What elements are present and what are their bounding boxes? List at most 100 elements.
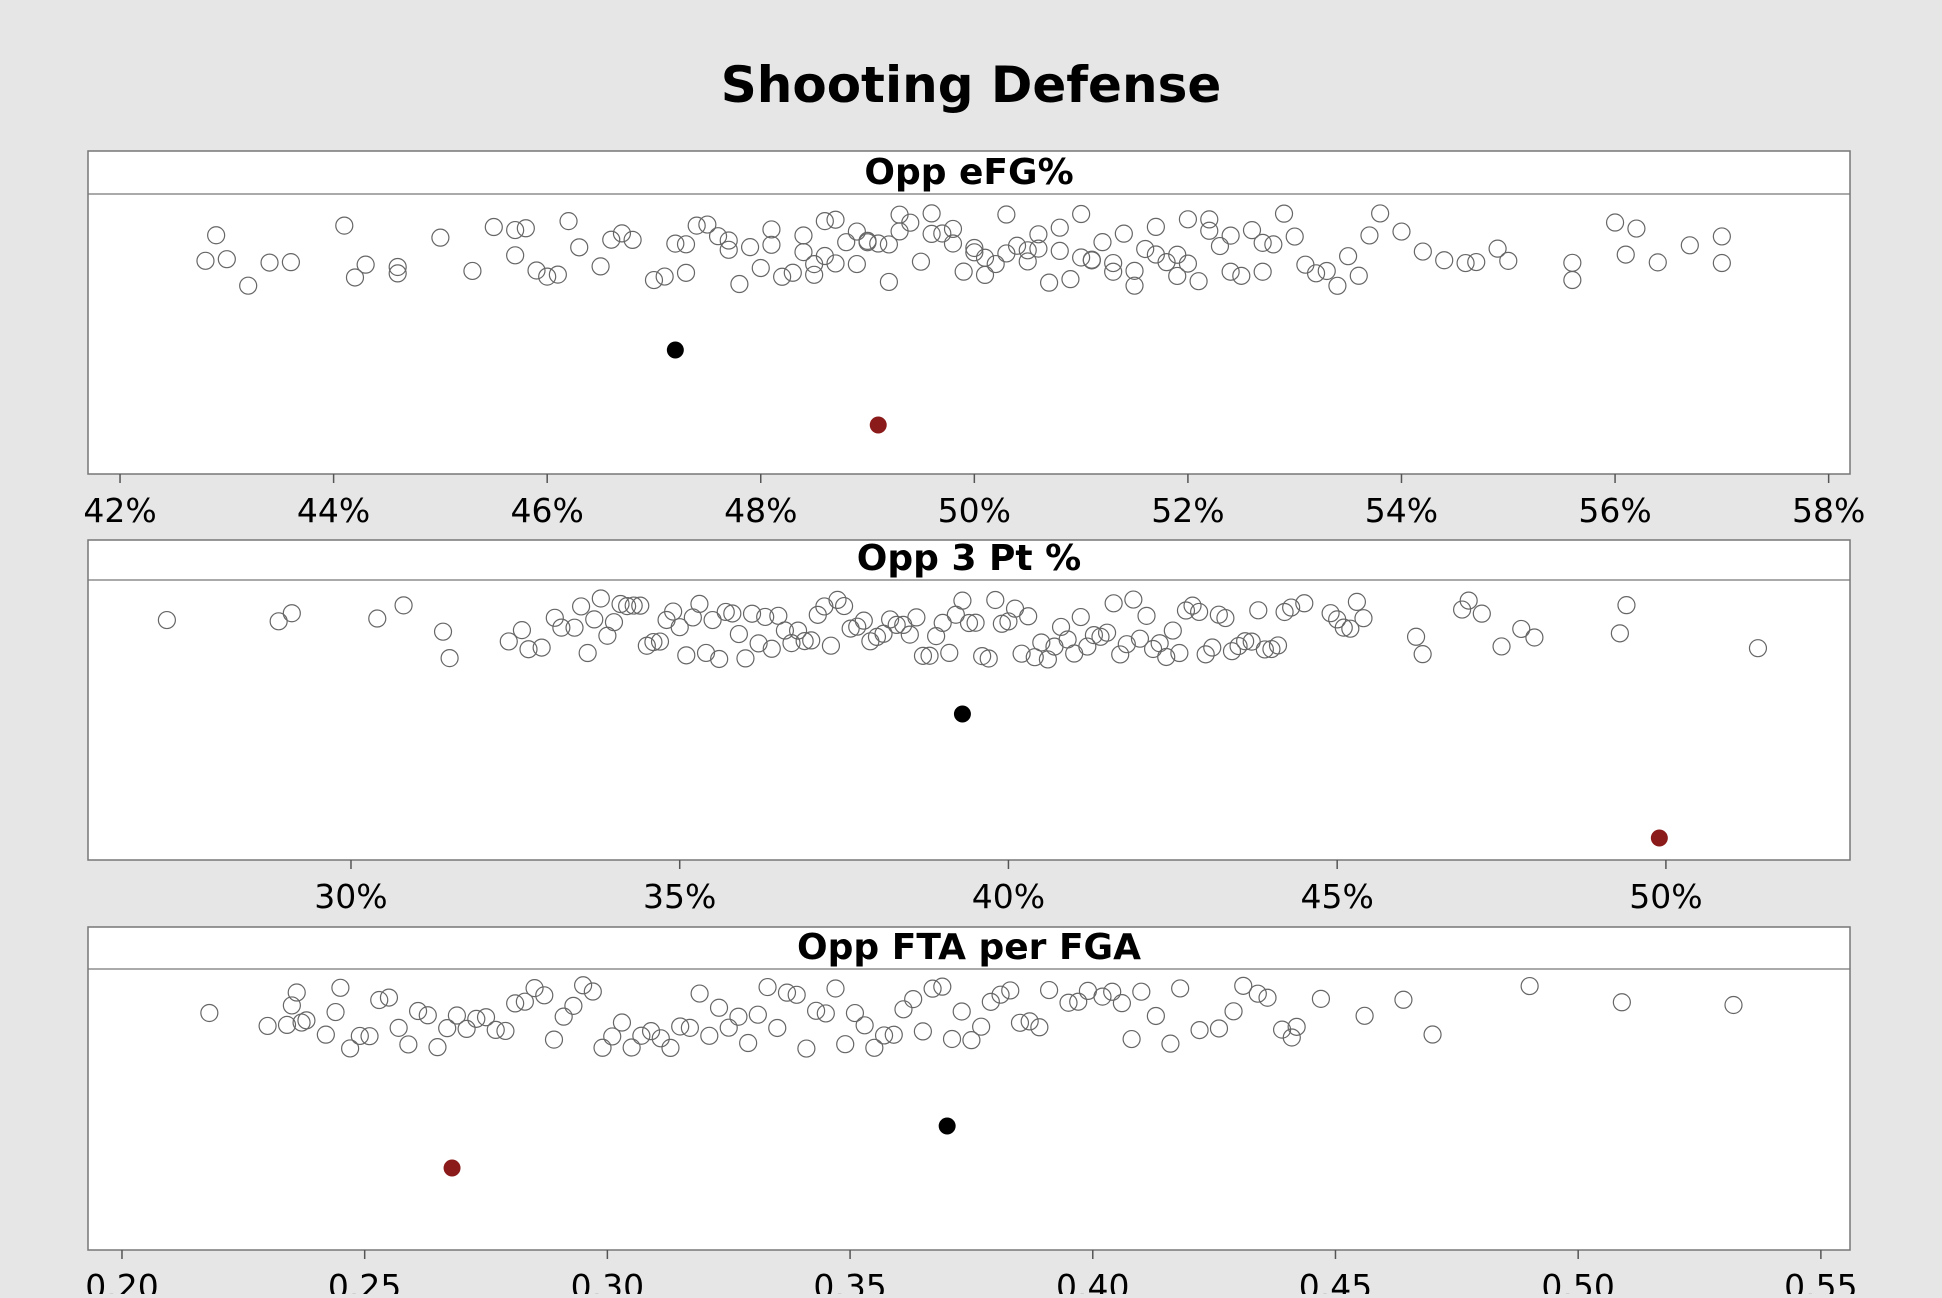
data-point <box>1114 224 1133 243</box>
x-tick-label: 56% <box>1578 491 1651 530</box>
data-point <box>677 646 696 665</box>
data-point <box>282 604 301 623</box>
data-point <box>1224 1002 1243 1021</box>
data-point <box>1183 596 1202 615</box>
data-point <box>544 1030 564 1049</box>
data-point <box>1146 245 1165 264</box>
data-point <box>602 230 621 249</box>
data-point <box>671 1017 690 1036</box>
data-point <box>907 608 926 627</box>
data-point <box>664 602 683 621</box>
data-point <box>1203 638 1222 657</box>
data-point <box>676 235 696 254</box>
data-point <box>887 615 906 634</box>
data-point <box>670 618 689 637</box>
data-point <box>922 204 941 223</box>
data-point <box>1413 645 1432 664</box>
data-point <box>1275 602 1294 622</box>
data-point <box>1306 264 1326 283</box>
data-point <box>1018 241 1037 260</box>
data-point <box>762 639 781 658</box>
data-point <box>1163 621 1182 640</box>
data-point <box>1255 640 1274 659</box>
data-point <box>1103 982 1122 1001</box>
data-point <box>975 248 995 267</box>
data-point <box>1020 1012 1039 1031</box>
data-point <box>1287 1017 1306 1036</box>
data-point <box>723 604 742 623</box>
data-point <box>911 252 931 271</box>
data-point <box>1334 618 1353 637</box>
data-point <box>356 255 375 274</box>
data-point <box>1520 976 1539 996</box>
data-point <box>719 231 738 250</box>
data-point <box>920 646 939 665</box>
data-point <box>965 238 984 258</box>
data-point <box>1222 642 1242 661</box>
data-point <box>345 268 365 287</box>
data-point <box>710 649 729 669</box>
data-point <box>952 1002 971 1021</box>
data-point <box>1038 650 1057 669</box>
data-point <box>1132 982 1151 1001</box>
data-point <box>1176 601 1196 620</box>
data-point <box>476 1008 496 1027</box>
x-tick-label: 40% <box>972 877 1045 916</box>
data-point <box>1452 600 1472 619</box>
data-point <box>1234 976 1253 995</box>
data-point <box>1413 242 1432 261</box>
data-point <box>564 996 583 1015</box>
data-point <box>845 1003 865 1023</box>
data-point <box>805 265 824 284</box>
data-point <box>418 1006 437 1025</box>
data-point <box>661 1038 680 1057</box>
data-point <box>591 257 610 276</box>
data-point <box>457 1019 476 1039</box>
data-point <box>379 988 399 1007</box>
data-point <box>1563 253 1582 272</box>
x-tick-label: 50% <box>1629 877 1702 916</box>
data-point <box>1610 624 1629 643</box>
x-tick-label: 0.25 <box>328 1267 401 1294</box>
data-point <box>991 985 1010 1004</box>
data-point <box>1111 645 1130 664</box>
data-point <box>959 613 979 633</box>
data-point <box>1091 627 1110 646</box>
data-point <box>815 246 834 266</box>
data-point <box>1010 1013 1030 1032</box>
data-point <box>281 253 300 272</box>
data-point <box>1371 204 1390 223</box>
highlight-point-black <box>953 705 971 723</box>
data-point <box>972 1017 991 1036</box>
data-point <box>196 251 215 270</box>
data-point <box>1157 647 1176 667</box>
data-point <box>1472 604 1491 623</box>
data-point <box>742 604 762 623</box>
x-tick-label: 30% <box>314 877 387 916</box>
panels-layer: Opp eFG% 42% 44% 46% 48% 50% 52% 54% 56% 58% Opp 3… <box>83 150 1865 1298</box>
data-point <box>394 596 413 615</box>
data-point <box>1338 247 1358 266</box>
data-point <box>943 234 963 253</box>
data-point <box>855 1016 874 1035</box>
data-point <box>913 1022 932 1041</box>
data-point <box>200 1003 219 1023</box>
data-point <box>1248 984 1267 1003</box>
data-point <box>440 649 459 668</box>
data-point <box>1617 596 1636 615</box>
data-point <box>933 613 952 633</box>
data-point <box>837 233 856 252</box>
data-point <box>438 1019 457 1038</box>
data-point <box>408 1001 428 1021</box>
data-point <box>1355 1006 1374 1025</box>
data-point <box>1146 217 1165 236</box>
data-point <box>1007 236 1027 255</box>
data-point <box>571 597 591 616</box>
strip-label: Opp 3 Pt % <box>857 538 1081 579</box>
data-point <box>624 596 643 615</box>
data-point <box>552 618 571 637</box>
data-point <box>940 643 959 662</box>
data-point <box>1394 990 1413 1009</box>
